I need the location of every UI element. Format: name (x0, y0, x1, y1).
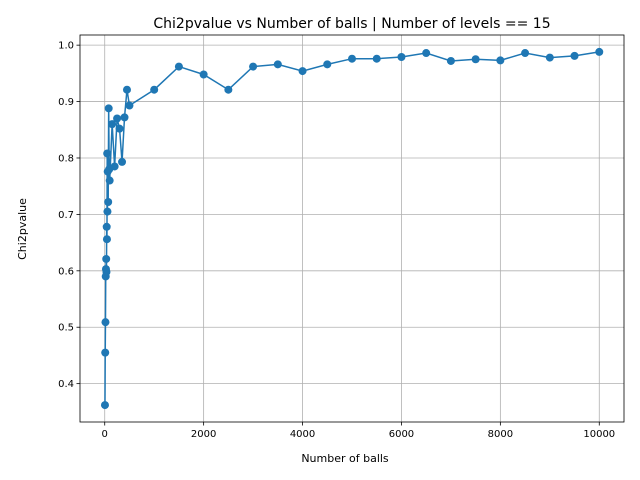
data-point (446, 56, 455, 65)
data-point (102, 235, 111, 244)
y-tick-label: 0.9 (58, 97, 74, 108)
data-point (323, 60, 332, 69)
data-point (570, 51, 579, 60)
data-point (103, 207, 112, 216)
data-point (298, 67, 307, 76)
ticks: 0 2000 4000 6000 8000 10000 0.4 0.5 0.6 0.7 0.8 0.9… (58, 41, 615, 440)
x-tick-label: 6000 (389, 429, 414, 440)
data-point (103, 149, 112, 158)
chart-title: Chi2pvalue vs Number of balls | Number o… (153, 16, 550, 32)
x-tick-label: 2000 (191, 429, 216, 440)
y-tick-label: 0.5 (58, 323, 74, 334)
data-point (273, 60, 282, 69)
data-point (595, 47, 604, 56)
data-point (471, 55, 480, 64)
data-point (496, 56, 505, 65)
y-axis-label: Chi2pvalue (16, 198, 29, 260)
data-point (348, 54, 356, 63)
y-tick-label: 1.0 (58, 41, 74, 52)
data-point (102, 222, 111, 231)
data-point (115, 124, 124, 133)
data-point (397, 53, 406, 62)
data-point (104, 104, 113, 113)
data-point (422, 49, 431, 58)
data-point (104, 197, 113, 206)
data-point (150, 85, 159, 94)
data-point (101, 318, 110, 327)
data-point (102, 267, 111, 276)
data-point (113, 114, 122, 123)
y-tick-label: 0.7 (58, 210, 74, 221)
data-point (125, 101, 134, 110)
data-point (102, 254, 111, 263)
x-tick-label: 8000 (488, 429, 513, 440)
data-point (224, 85, 233, 94)
data-point (120, 113, 129, 122)
data-point (108, 120, 117, 129)
y-tick-label: 0.6 (58, 266, 74, 277)
data-point (521, 49, 530, 58)
y-tick-label: 0.4 (58, 379, 74, 390)
plot-frame (79, 34, 625, 423)
x-tick-label: 0 (102, 429, 108, 440)
x-axis-label: Number of balls (301, 452, 389, 465)
data-point (110, 162, 119, 171)
data-point (101, 348, 110, 357)
x-tick-label: 4000 (290, 429, 315, 440)
data-point (174, 62, 183, 71)
data-point (105, 176, 114, 185)
x-tick-label: 10000 (583, 429, 615, 440)
data-point (199, 70, 208, 79)
data-point (545, 53, 554, 62)
data-point (249, 62, 258, 71)
data-point (122, 85, 131, 94)
data-point (372, 54, 381, 63)
grid (80, 35, 624, 422)
data-point (100, 401, 109, 410)
series-layer (100, 47, 604, 410)
data-point (118, 157, 127, 166)
y-tick-label: 0.8 (58, 153, 74, 164)
